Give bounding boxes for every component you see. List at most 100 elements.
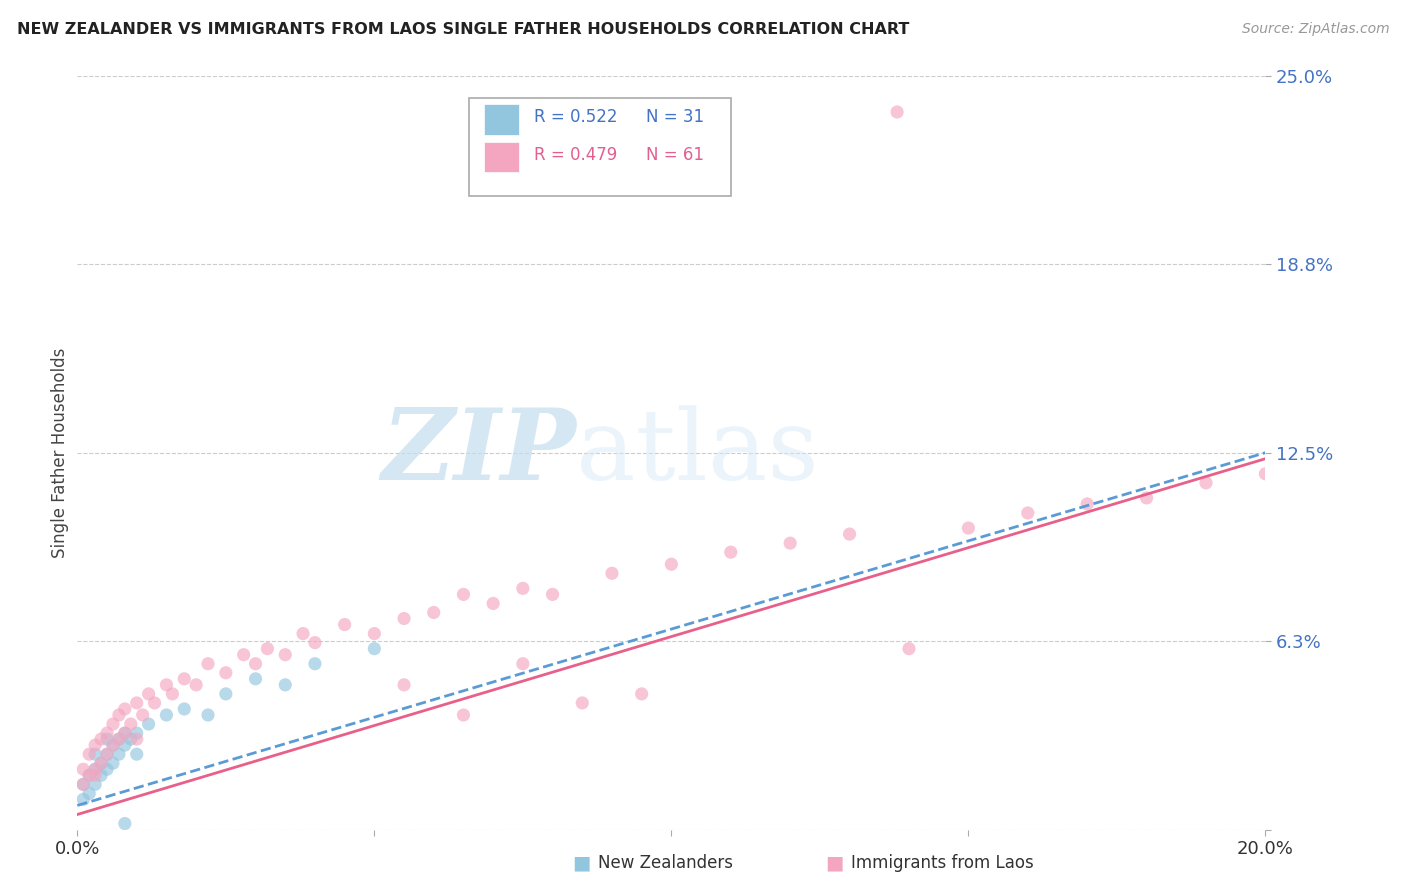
Point bbox=[90, 756, 112, 771]
Point bbox=[197, 708, 219, 723]
Text: ■: ■ bbox=[572, 854, 591, 872]
Point bbox=[138, 687, 160, 701]
Point bbox=[453, 587, 475, 601]
FancyBboxPatch shape bbox=[470, 98, 731, 196]
Point bbox=[453, 708, 475, 723]
Point bbox=[392, 678, 415, 692]
Point bbox=[155, 708, 177, 723]
Point bbox=[197, 657, 219, 671]
Text: R = 0.479: R = 0.479 bbox=[533, 146, 617, 164]
Point bbox=[957, 521, 980, 535]
Point bbox=[1254, 467, 1277, 481]
Point bbox=[304, 657, 326, 671]
Point bbox=[541, 587, 564, 601]
Point bbox=[1195, 475, 1218, 490]
Point bbox=[898, 641, 921, 656]
Point bbox=[96, 747, 118, 761]
Point bbox=[96, 762, 118, 776]
Point bbox=[114, 726, 136, 740]
Point bbox=[114, 738, 136, 752]
Bar bbox=[484, 104, 519, 135]
Point bbox=[101, 738, 124, 752]
Text: Source: ZipAtlas.com: Source: ZipAtlas.com bbox=[1241, 22, 1389, 37]
Point bbox=[108, 708, 131, 723]
Point bbox=[482, 596, 505, 610]
Point bbox=[1017, 506, 1039, 520]
Point bbox=[292, 626, 315, 640]
Y-axis label: Single Father Households: Single Father Households bbox=[51, 348, 69, 558]
Point bbox=[661, 558, 683, 572]
Point bbox=[90, 732, 112, 747]
Point bbox=[120, 732, 142, 747]
Point bbox=[232, 648, 254, 662]
Point bbox=[84, 768, 107, 782]
Text: New Zealanders: New Zealanders bbox=[598, 855, 733, 872]
Point bbox=[114, 816, 136, 830]
Point bbox=[101, 756, 124, 771]
Point bbox=[72, 777, 94, 791]
Point bbox=[571, 696, 593, 710]
Point bbox=[125, 696, 148, 710]
Point bbox=[779, 536, 801, 550]
Point bbox=[72, 792, 94, 806]
Point bbox=[131, 708, 153, 723]
Point bbox=[101, 717, 124, 731]
Point bbox=[245, 657, 267, 671]
Point bbox=[363, 626, 385, 640]
Point bbox=[72, 762, 94, 776]
Point bbox=[77, 747, 100, 761]
Point bbox=[114, 726, 136, 740]
Point bbox=[245, 672, 267, 686]
Point bbox=[125, 732, 148, 747]
Point bbox=[84, 777, 107, 791]
Point bbox=[512, 657, 534, 671]
Text: N = 61: N = 61 bbox=[647, 146, 704, 164]
Point bbox=[215, 665, 238, 680]
Point bbox=[84, 762, 107, 776]
Point bbox=[101, 738, 124, 752]
Point bbox=[90, 756, 112, 771]
Point bbox=[114, 702, 136, 716]
Bar bbox=[484, 142, 519, 172]
Point bbox=[274, 648, 297, 662]
Point bbox=[143, 696, 166, 710]
Point bbox=[108, 732, 131, 747]
Point bbox=[720, 545, 742, 559]
Point bbox=[886, 105, 908, 120]
Point bbox=[155, 678, 177, 692]
Point bbox=[138, 717, 160, 731]
Point bbox=[77, 786, 100, 800]
Point bbox=[162, 687, 184, 701]
Point bbox=[96, 732, 118, 747]
Point bbox=[256, 641, 278, 656]
Text: NEW ZEALANDER VS IMMIGRANTS FROM LAOS SINGLE FATHER HOUSEHOLDS CORRELATION CHART: NEW ZEALANDER VS IMMIGRANTS FROM LAOS SI… bbox=[17, 22, 910, 37]
Point bbox=[90, 768, 112, 782]
Point bbox=[838, 527, 860, 541]
Point bbox=[96, 726, 118, 740]
Point bbox=[512, 582, 534, 596]
Point bbox=[77, 768, 100, 782]
Text: Immigrants from Laos: Immigrants from Laos bbox=[851, 855, 1033, 872]
Point bbox=[173, 672, 195, 686]
Text: atlas: atlas bbox=[576, 405, 820, 500]
Point bbox=[600, 566, 623, 581]
Point bbox=[108, 747, 131, 761]
Point bbox=[274, 678, 297, 692]
Point bbox=[125, 726, 148, 740]
Point bbox=[84, 762, 107, 776]
Point bbox=[333, 617, 356, 632]
Point bbox=[1135, 491, 1157, 505]
Point bbox=[96, 747, 118, 761]
Point bbox=[173, 702, 195, 716]
Text: N = 31: N = 31 bbox=[647, 108, 704, 127]
Point bbox=[186, 678, 208, 692]
Point bbox=[392, 611, 415, 625]
Text: ZIP: ZIP bbox=[381, 404, 576, 501]
Text: R = 0.522: R = 0.522 bbox=[533, 108, 617, 127]
Point bbox=[1076, 497, 1098, 511]
Point bbox=[120, 717, 142, 731]
Point bbox=[630, 687, 652, 701]
Point bbox=[363, 641, 385, 656]
Point bbox=[72, 777, 94, 791]
Point bbox=[84, 747, 107, 761]
